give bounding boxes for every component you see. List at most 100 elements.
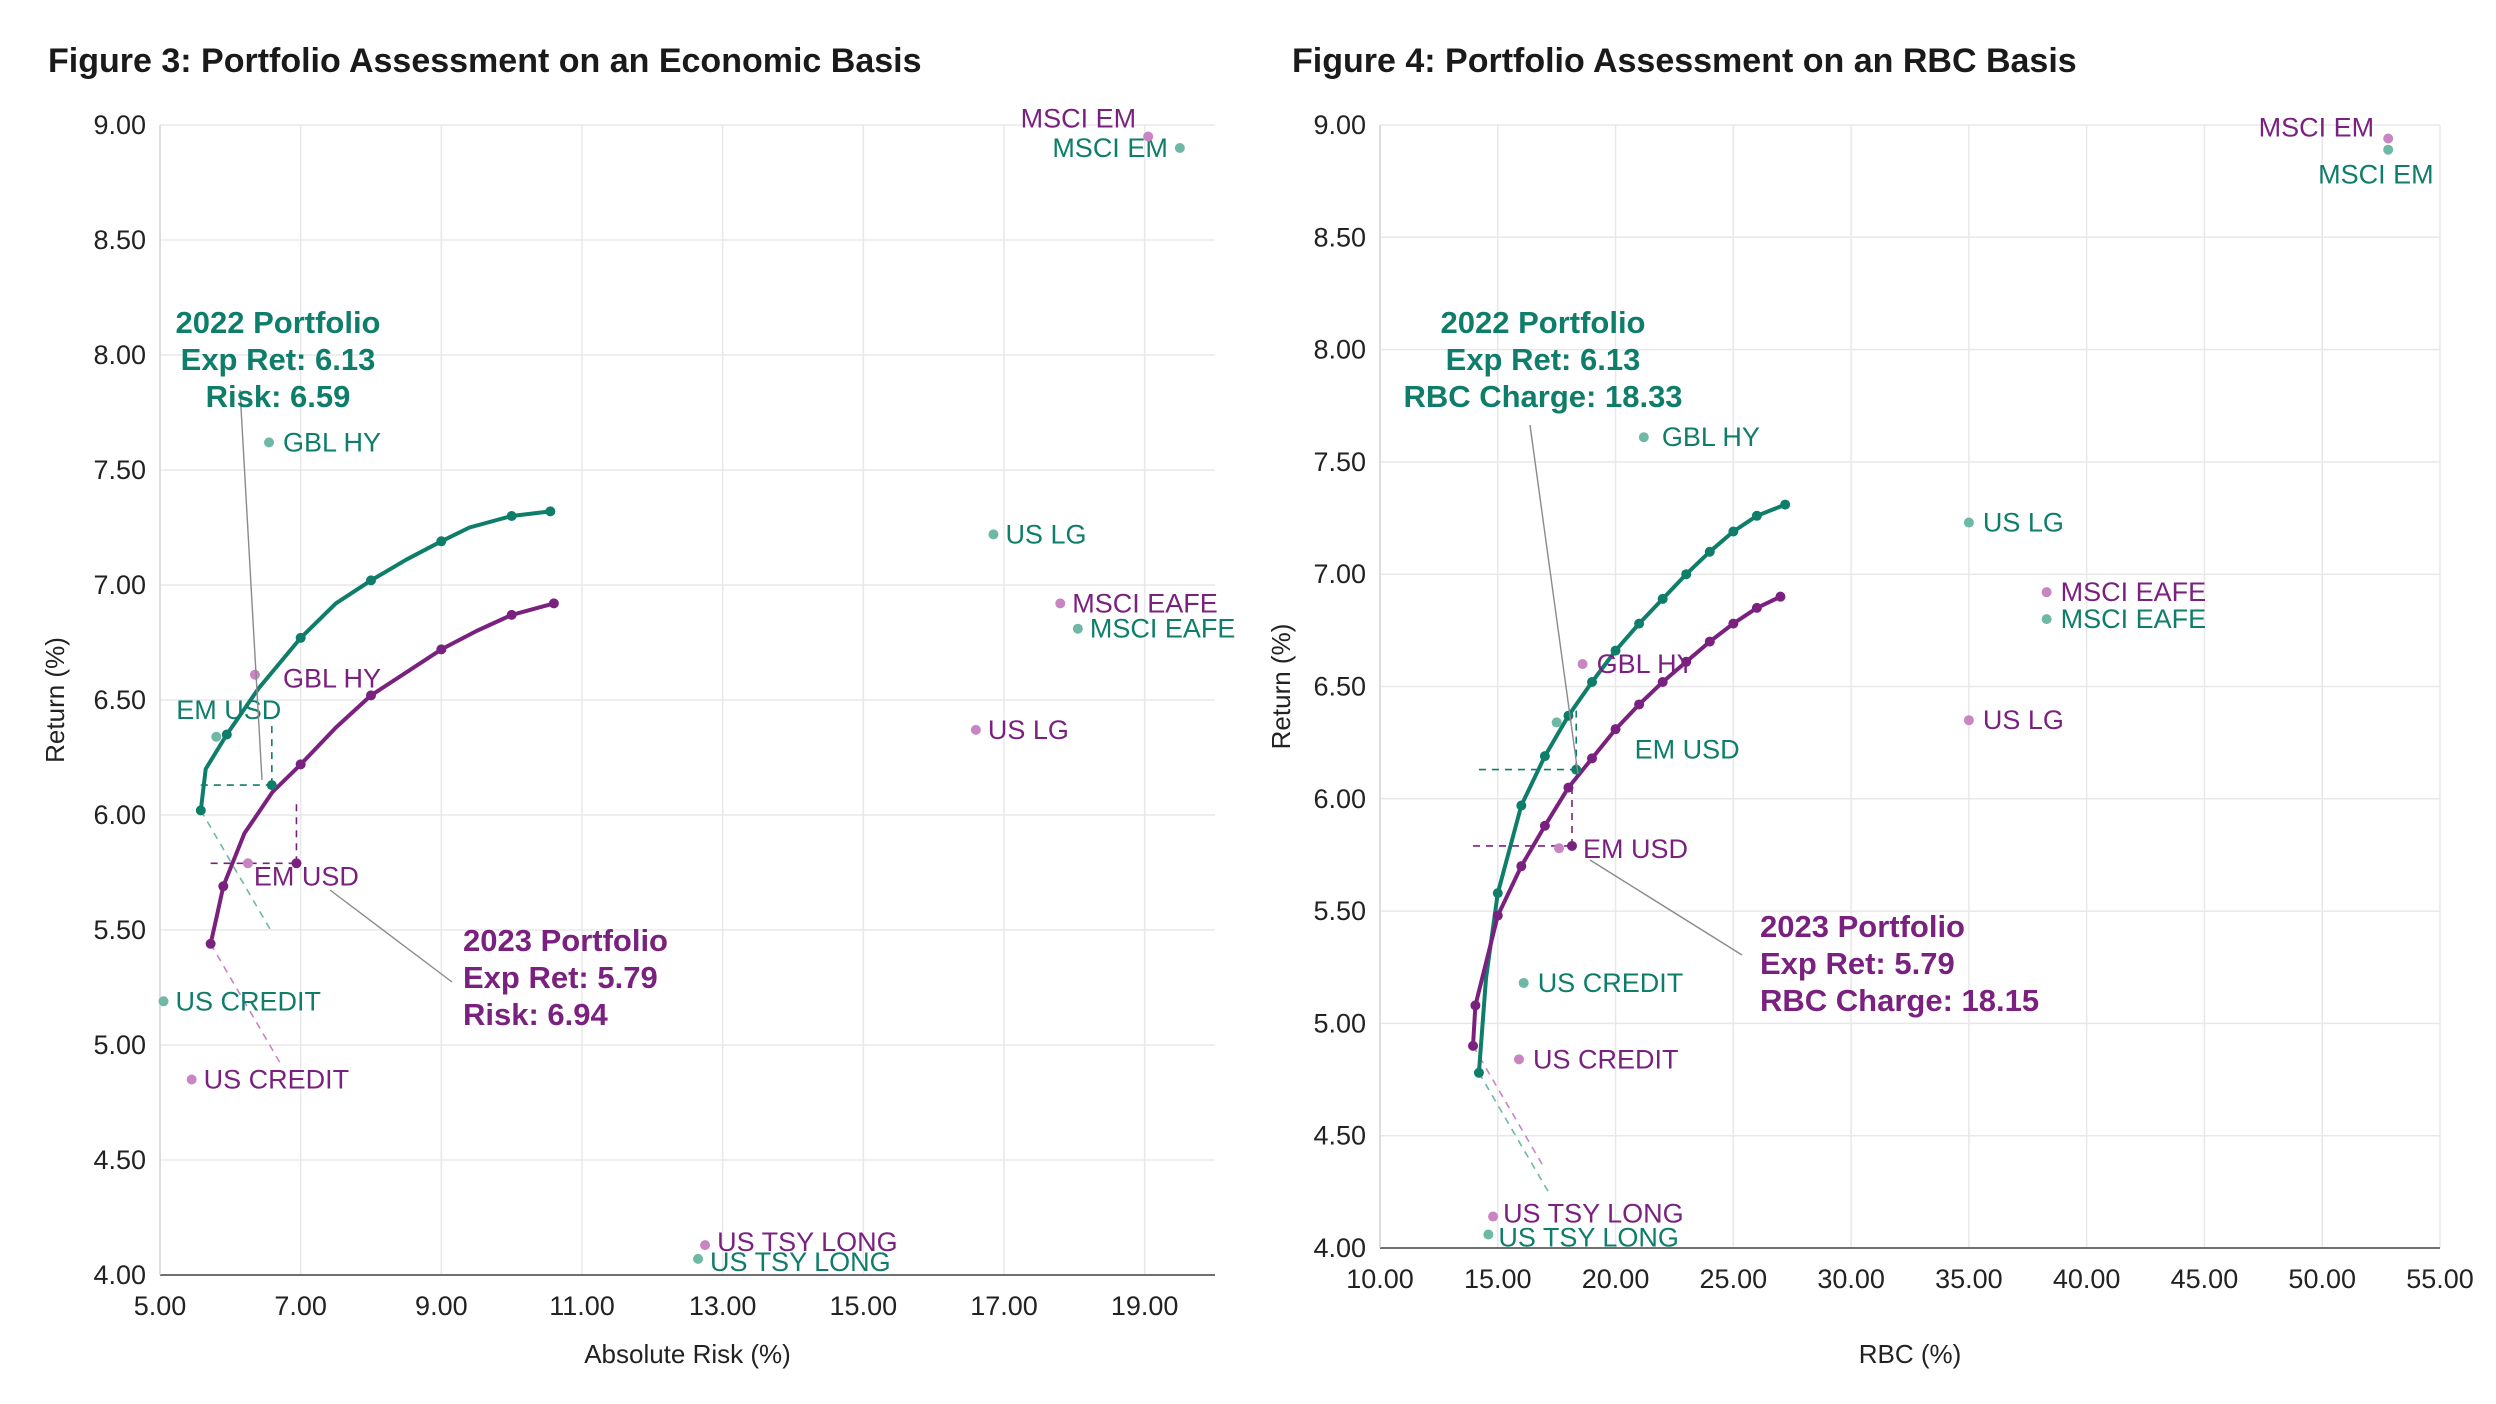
figure-3-purple-guide-tail [209,943,282,1065]
figure-4-2022-annotation-line: RBC Charge: 18.33 [1403,379,1682,414]
figure-4-y-tick-label: 5.00 [1313,1008,1366,1038]
figure-4-purple-frontier-point [1587,753,1597,764]
figure-4-purple-frontier-point [1610,724,1621,735]
figure-3-2023-annotation-line: 2023 Portfolio [463,923,668,958]
figure-4-x-axis-label: RBC (%) [1859,1339,1962,1369]
figure-4-asset-label: US CREDIT [1533,1044,1679,1074]
figure-4-asset-point [1488,1211,1499,1222]
figure-4-y-axis-label: Return (%) [1266,624,1296,750]
figure-4-green-frontier-point [1473,1067,1484,1078]
figure-4-purple-frontier-point [1563,782,1574,793]
figure-3-purple-frontier-point [548,598,559,609]
figure-4-asset-point [1554,843,1565,854]
figure-4-2023-annotation-line: 2023 Portfolio [1760,909,1965,944]
figure-3-asset-point [1174,143,1185,153]
figure-3-2023-annotation-line: Exp Ret: 5.79 [463,960,658,995]
figure-3-2023-portfolio-point [291,858,302,869]
figure-4-green-frontier-point [1751,510,1762,521]
figure-3-purple-frontier-point [218,881,229,892]
figure-3-y-tick-label: 9.00 [93,110,146,140]
figure-4-2022-annotation-line: Exp Ret: 6.13 [1446,342,1641,377]
figure-4-green-frontier-point [1587,677,1597,688]
figure-4-green-frontier-point [1634,618,1645,629]
figure-4-axes: 10.00 15.00 20.00 25.00 30.00 35.00 40.00 45.00… [1313,110,2473,1294]
figure-4-y-tick-label: 8.00 [1313,335,1366,365]
figure-4-y-tick-label: 6.50 [1313,672,1366,702]
figure-3-asset-point [1072,623,1083,634]
figure-4-asset-point [2383,144,2394,155]
figure-3-grid [159,124,1215,1276]
figure-3-asset-point [693,1253,704,1264]
figure-3-asset-point [186,1074,197,1085]
figure-3-asset-point [249,669,260,680]
figure-4-x-tick-label: 30.00 [1817,1264,1885,1294]
figure-3-y-tick-label: 8.00 [93,340,146,370]
figure-4-title: Figure 4: Portfolio Assessment on an RBC… [1292,42,2077,80]
figure-3-green-frontier-point [506,511,517,521]
figure-4-asset-point [2041,587,2052,598]
figure-4-purple-frontier-point [1516,861,1527,872]
figure-4-asset-label: MSCI EM [2318,160,2434,190]
figure-3-x-tick-label: 5.00 [134,1291,187,1321]
figure-4-y-tick-label: 4.50 [1313,1121,1366,1151]
figure-4-purple-frontier-point [1775,591,1786,602]
figure-4-asset-label: US CREDIT [1538,968,1684,998]
figure-4-asset-label: US TSY LONG [1498,1223,1679,1253]
figure-4-asset-label: MSCI EM [2259,112,2375,142]
figure-3-green-frontier-point [221,729,232,740]
figure-4-2023-leader-line [1589,859,1743,956]
figure-4-green-frontier-point [1728,526,1739,537]
figure-4-x-tick-label: 10.00 [1346,1264,1414,1294]
figure-4-x-tick-label: 20.00 [1582,1264,1650,1294]
figure-4-asset-label: GBL HY [1597,649,1695,679]
figure-4-green-frontier-point [1610,645,1621,656]
figure-3-economic-basis: Figure 3: Portfolio Assessment on an Eco… [40,42,1235,1369]
figure-3-y-tick-label: 6.50 [93,685,146,715]
figure-4-purple-frontier-point [1470,1000,1481,1011]
figure-3-asset-point [700,1240,711,1251]
figure-4-asset-point [2383,133,2394,144]
figure-3-green-frontier-point [436,536,447,547]
figure-3-green-frontier-point [366,575,376,586]
figure-4-purple-frontier-point [1657,677,1668,688]
figure-3-asset-point [264,437,275,448]
figure-3-x-tick-label: 15.00 [830,1291,898,1321]
figure-4-purple-frontier-point [1539,820,1550,831]
figure-3-asset-label: MSCI EAFE [1090,614,1236,644]
figure-3-green-frontier-point [195,805,206,816]
figure-3-2022-annotation-line: Risk: 6.59 [206,379,351,414]
figure-4-green-frontier-point [1492,888,1503,899]
figure-4-green-frontier-point [1516,800,1527,811]
figure-4-grid [1379,124,2441,1249]
figure-3-series [195,506,559,949]
figure-4-2023-annotation-line: Exp Ret: 5.79 [1760,946,1955,981]
figure-4-y-tick-label: 9.00 [1313,110,1366,140]
figure-4-y-tick-label: 7.50 [1313,447,1366,477]
figure-4-asset-point [1963,715,1974,726]
figure-3-y-tick-label: 8.50 [93,225,146,255]
figure-4-asset-point [1483,1229,1494,1240]
figure-3-y-tick-label: 7.00 [93,570,146,600]
figure-3-asset-label: US CREDIT [176,986,322,1016]
figure-3-y-tick-label: 4.50 [93,1145,146,1175]
figure-3-y-tick-label: 5.00 [93,1030,146,1060]
figure-4-asset-label: EM USD [1583,834,1688,864]
figure-3-purple-frontier-point [205,938,216,949]
figure-4-purple-frontier-point [1468,1040,1479,1051]
figure-4-asset-label: GBL HY [1662,422,1760,452]
figure-4-asset-label: EM USD [1635,734,1740,764]
figure-3-purple-frontier-point [436,644,447,655]
figure-4-2022-annotation-line: 2022 Portfolio [1441,305,1646,340]
figure-3-x-tick-label: 11.00 [549,1291,615,1321]
figure-4-assets: MSCI EM MSCI EM GBL HY GBL HY US LG US LG MSCI… [1483,112,2434,1253]
figure-4-asset-label: MSCI EAFE [2061,604,2207,634]
figure-3-x-tick-label: 13.00 [689,1291,757,1321]
figure-4-x-tick-label: 25.00 [1700,1264,1768,1294]
figure-3-green-frontier-line [198,509,553,813]
figure-3-asset-point [1055,598,1066,609]
figure-3-title: Figure 3: Portfolio Assessment on an Eco… [48,42,922,80]
figure-3-asset-point [970,724,981,735]
figure-3-x-tick-label: 17.00 [970,1291,1038,1321]
